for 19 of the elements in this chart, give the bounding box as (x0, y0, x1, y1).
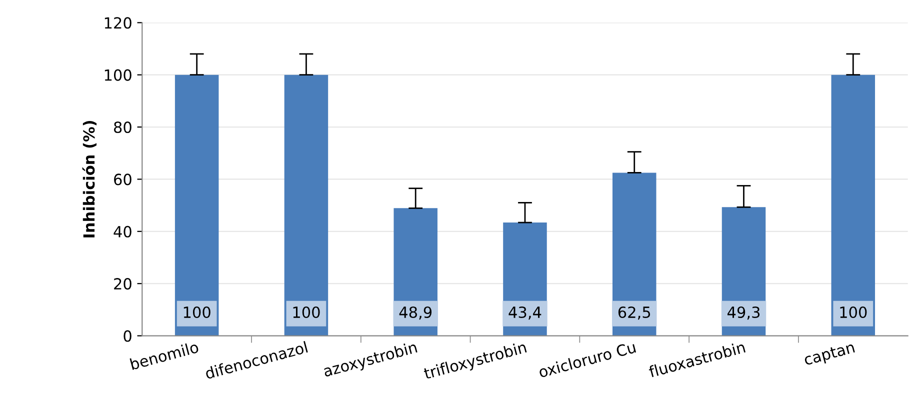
x-tick-label: captan (803, 342, 856, 368)
y-tick-label: 100 (104, 69, 132, 81)
y-tick-label: 60 (114, 174, 132, 186)
y-tick-label: 0 (124, 330, 132, 342)
data-label: 48,9 (399, 306, 432, 320)
data-label: 62,5 (618, 306, 650, 320)
y-tick-label: 40 (114, 226, 132, 238)
data-label: 100 (840, 306, 867, 318)
bar (831, 74, 876, 336)
y-tick-label: 120 (104, 17, 132, 29)
data-label: 49,3 (727, 306, 760, 320)
data-label: 100 (293, 306, 320, 318)
y-axis-title: Inhibición (%) (82, 120, 97, 238)
data-label: 43,4 (508, 306, 542, 320)
y-tick-label: 20 (114, 278, 132, 290)
data-label: 100 (184, 306, 210, 318)
bar (284, 74, 328, 336)
bar (174, 74, 219, 336)
y-tick-label: 80 (114, 122, 132, 134)
